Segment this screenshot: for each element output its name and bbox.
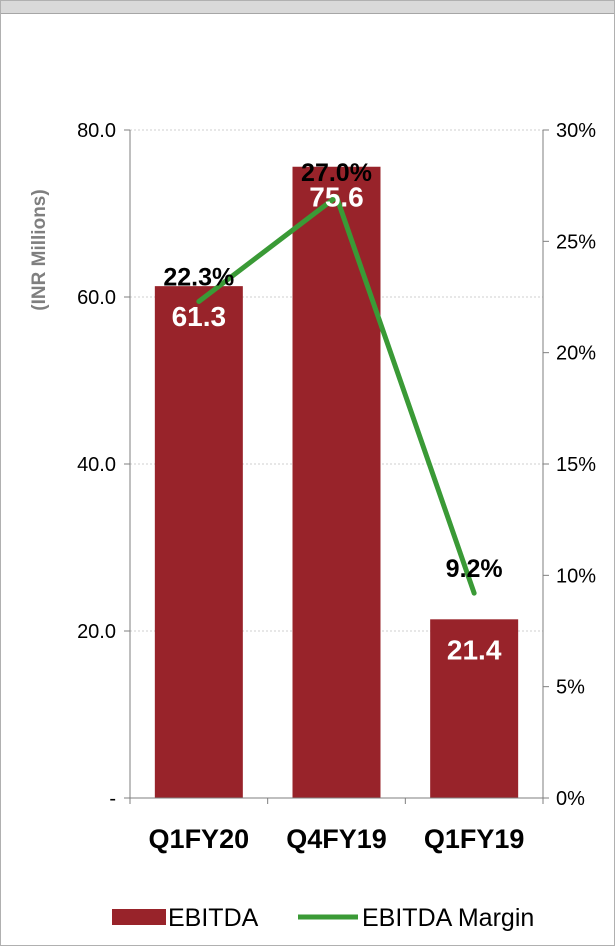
x-category-label: Q1FY19 (424, 824, 525, 854)
x-category-label: Q4FY19 (286, 824, 387, 854)
y-tick-label: 60.0 (77, 287, 116, 309)
y2-tick-label: 30% (556, 120, 596, 142)
x-category-label: Q1FY20 (149, 824, 250, 854)
margin-line-segment (196, 194, 339, 304)
legend-label-ebitda: EBITDA (168, 904, 259, 932)
bar-value-label: 21.4 (447, 634, 502, 665)
y2-tick-label: 15% (556, 454, 596, 476)
margin-line-segment (334, 194, 477, 596)
margin-line-layer (196, 194, 477, 596)
axes: - 20.0 40.0 60.0 80.0 0% 5% 10% 15% 20% 25% 30% Q1FY… (29, 120, 596, 854)
y-tick-label: 80.0 (77, 120, 116, 142)
bar-ebitda (154, 286, 243, 798)
bar-value-label: 75.6 (309, 182, 364, 213)
bar-ebitda (430, 619, 519, 798)
margin-value-label: 9.2% (446, 555, 503, 583)
legend-label-margin: EBITDA Margin (362, 904, 534, 932)
y2-tick-label: 0% (556, 788, 585, 810)
y2-tick-label: 25% (556, 231, 596, 253)
y-tick-label: 20.0 (77, 621, 116, 643)
bar-value-label: 61.3 (172, 301, 227, 332)
y2-tick-label: 20% (556, 343, 596, 365)
margin-value-label: 27.0% (301, 159, 372, 187)
y2-tick-label: 10% (556, 565, 596, 587)
y-tick-label: 40.0 (77, 454, 116, 476)
bars (154, 166, 519, 799)
window-top-bar (1, 1, 614, 14)
legend: EBITDA EBITDA Margin (112, 904, 534, 932)
margin-value-label: 22.3% (163, 263, 234, 291)
legend-swatch-ebitda (112, 909, 166, 925)
y-tick-label: - (109, 788, 116, 810)
y-axis-title: (INR Millions) (29, 189, 50, 310)
y2-tick-label: 5% (556, 677, 585, 699)
data-labels: 61.3 75.6 21.4 22.3% 27.0% 9.2% (163, 159, 502, 666)
bar-ebitda (292, 166, 381, 799)
